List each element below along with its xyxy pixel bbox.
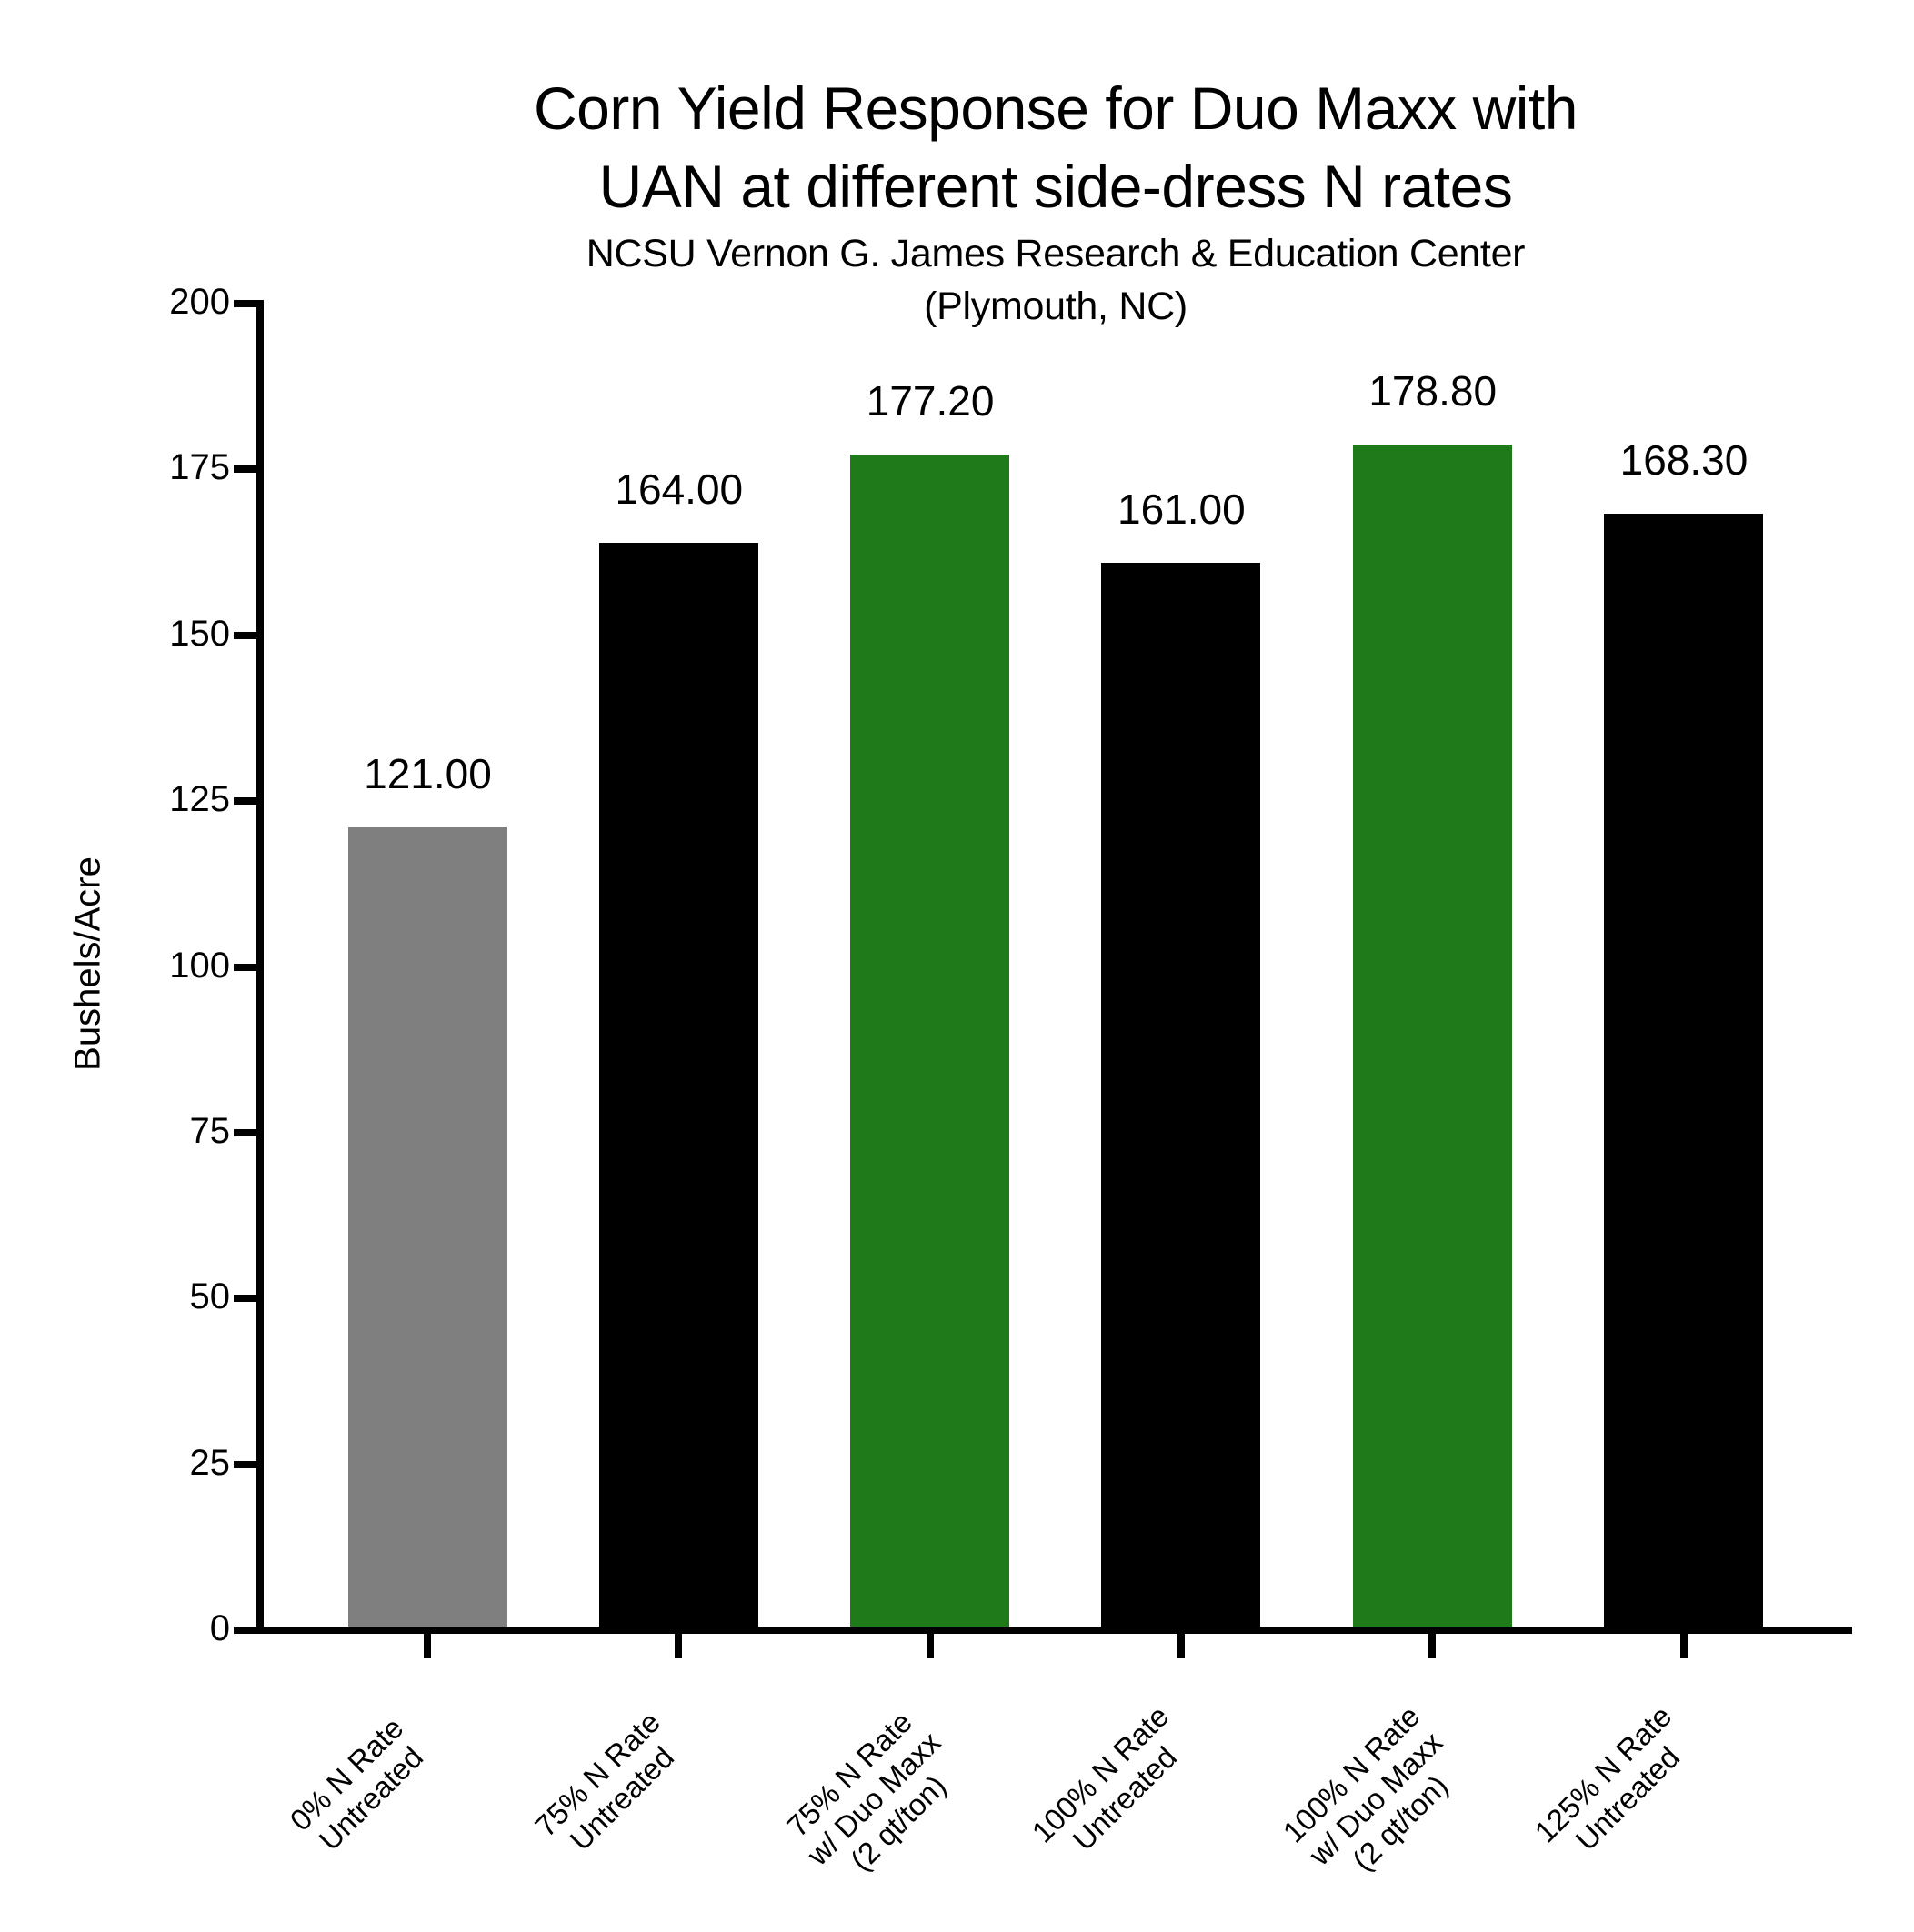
y-tick-label: 75: [189, 1110, 231, 1151]
bar: [1101, 562, 1261, 1630]
chart-title-line-2: UAN at different side-dress N rates: [598, 153, 1513, 220]
bar-value-label: 161.00: [1117, 485, 1246, 533]
bar-value-label: 178.80: [1368, 366, 1498, 415]
x-tick: [1428, 1634, 1437, 1658]
y-tick-label: 200: [169, 282, 230, 322]
bar: [347, 827, 507, 1630]
y-tick: [234, 465, 261, 474]
bar: [1352, 444, 1512, 1630]
x-tick-label-line: 125% N Rate: [1528, 1698, 1678, 1849]
x-tick-label-line: 75% N Rate: [528, 1705, 667, 1844]
y-tick-label: 25: [189, 1442, 231, 1483]
y-axis-title: Bushels/Acre: [67, 856, 108, 1071]
bar-value-label: 177.20: [866, 377, 995, 425]
y-tick-label: 125: [169, 779, 230, 820]
y-tick: [234, 300, 261, 307]
bar-value-label: 168.30: [1619, 436, 1749, 485]
y-tick-label: 100: [169, 945, 230, 986]
chart-subtitle-line-2: (Plymouth, NC): [924, 285, 1187, 328]
x-tick-label: 75% N Rate Untreated: [489, 1666, 731, 1907]
y-tick: [234, 1627, 261, 1634]
x-tick-label-line: w/ Duo Maxx: [799, 1725, 947, 1872]
x-tick-label-line: Untreated: [312, 1739, 430, 1857]
y-tick-label: 0: [209, 1608, 230, 1648]
x-tick-label: 100% N Rate Untreated: [992, 1666, 1234, 1907]
y-tick: [234, 631, 261, 639]
x-tick: [675, 1634, 683, 1658]
y-axis-line: [256, 300, 264, 1634]
bar: [850, 455, 1010, 1630]
x-tick-label-line: Untreated: [563, 1739, 681, 1857]
chart-title: Corn Yield Response for Duo Maxx with UA…: [0, 69, 1914, 225]
y-tick: [234, 963, 261, 971]
y-tick-label: 50: [189, 1276, 231, 1317]
x-tick-label: 0% N Rate Untreated: [238, 1666, 480, 1907]
x-tick: [424, 1634, 431, 1658]
x-tick-label: 100% N Rate w/ Duo Maxx (2 qt/ton): [1243, 1666, 1509, 1932]
y-tick: [234, 797, 261, 806]
x-tick-label: 75% N Rate w/ Duo Maxx (2 qt/ton): [740, 1666, 1007, 1932]
y-tick: [234, 1128, 261, 1136]
x-tick-label-line: Untreated: [1568, 1739, 1686, 1857]
bar: [1604, 514, 1763, 1630]
bar-value-label: 121.00: [364, 750, 492, 798]
chart-title-line-1: Corn Yield Response for Duo Maxx with: [533, 75, 1578, 142]
y-tick-label: 175: [169, 447, 230, 488]
x-tick-label-line: 100% N Rate: [1025, 1698, 1176, 1849]
x-tick: [1177, 1634, 1185, 1658]
y-tick-label: 150: [169, 613, 230, 654]
x-tick: [1679, 1634, 1688, 1658]
y-tick: [234, 1295, 261, 1303]
chart-subtitle-line-1: NCSU Vernon G. James Research & Educatio…: [586, 232, 1526, 275]
bar-value-label: 164.00: [615, 465, 744, 513]
x-tick-label-line: w/ Duo Maxx: [1302, 1725, 1449, 1872]
x-tick-label-line: 0% N Rate: [283, 1710, 410, 1837]
chart-subtitle: NCSU Vernon G. James Research & Educatio…: [0, 227, 1914, 333]
x-tick-label: 125% N Rate Untreated: [1494, 1666, 1736, 1907]
x-tick-label-line: Untreated: [1066, 1739, 1184, 1857]
x-tick: [926, 1634, 934, 1658]
x-axis-line: [256, 1627, 1852, 1634]
y-tick: [234, 1460, 261, 1468]
bar: [598, 542, 758, 1630]
